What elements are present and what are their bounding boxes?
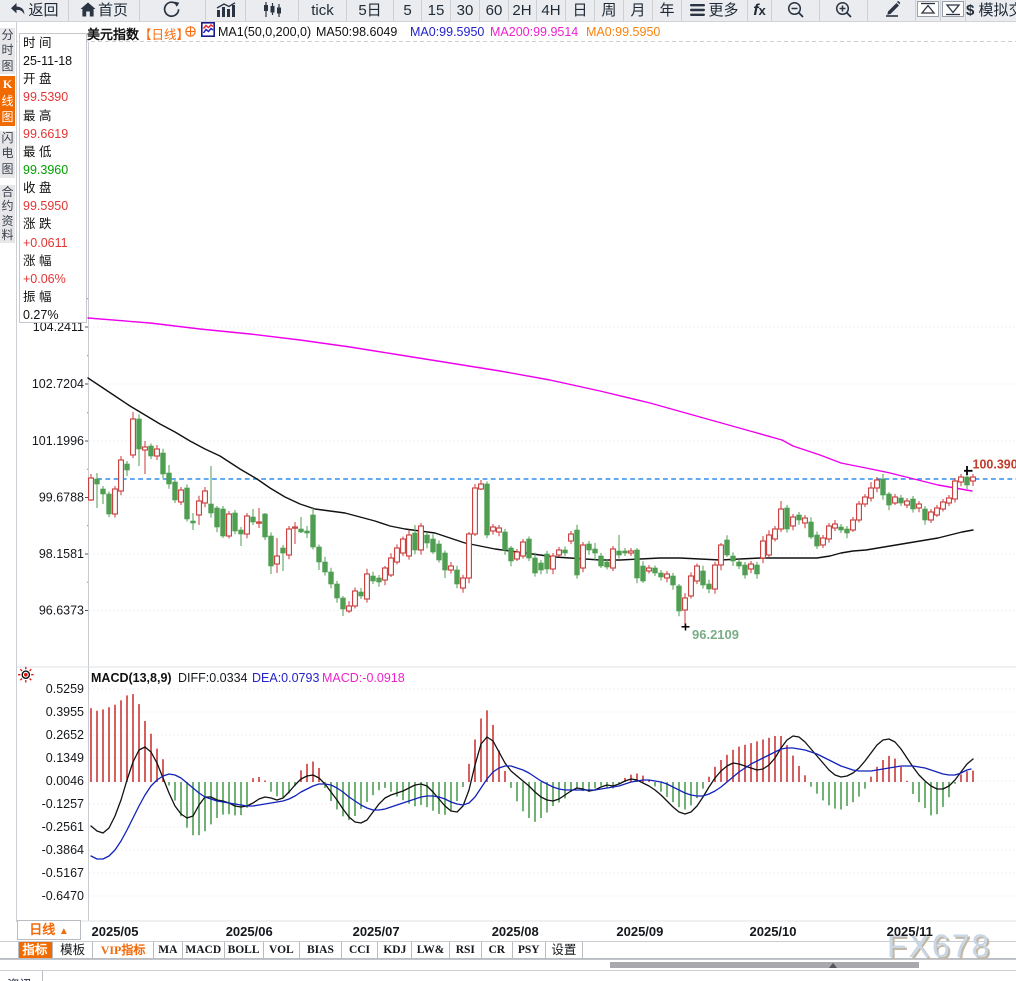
svg-text:-0.3864: -0.3864 — [42, 843, 84, 857]
svg-text:-0.2561: -0.2561 — [42, 820, 84, 834]
svg-text:99.6788: 99.6788 — [39, 491, 84, 505]
svg-text:-0.6470: -0.6470 — [42, 889, 84, 903]
svg-text:96.6373: 96.6373 — [39, 604, 84, 618]
svg-text:98.1581: 98.1581 — [39, 547, 84, 561]
svg-text:MACD:-0.0918: MACD:-0.0918 — [322, 671, 405, 685]
svg-text:101.1996: 101.1996 — [32, 434, 84, 448]
svg-text:-0.5167: -0.5167 — [42, 866, 84, 880]
svg-text:DEA:0.0793: DEA:0.0793 — [252, 671, 319, 685]
svg-text:0.3955: 0.3955 — [46, 705, 84, 719]
svg-text:104.2411: 104.2411 — [33, 320, 84, 334]
svg-text:100.3901: 100.3901 — [973, 458, 1016, 472]
svg-text:0.1349: 0.1349 — [46, 751, 84, 765]
svg-text:-0.1257: -0.1257 — [42, 797, 84, 811]
svg-text:DIFF:0.0334: DIFF:0.0334 — [178, 671, 248, 685]
svg-text:0.0046: 0.0046 — [46, 774, 84, 788]
svg-text:MACD(13,8,9): MACD(13,8,9) — [91, 671, 172, 685]
svg-text:96.2109: 96.2109 — [692, 627, 739, 642]
svg-text:0.2652: 0.2652 — [46, 728, 84, 742]
svg-text:0.5259: 0.5259 — [46, 682, 84, 696]
svg-text:102.7204: 102.7204 — [32, 377, 84, 391]
